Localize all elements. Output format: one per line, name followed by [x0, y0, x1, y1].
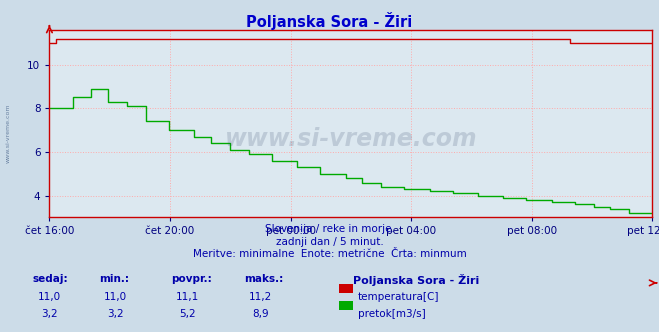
Text: 3,2: 3,2: [41, 309, 58, 319]
Text: 11,2: 11,2: [248, 292, 272, 302]
Text: 3,2: 3,2: [107, 309, 124, 319]
Text: 5,2: 5,2: [179, 309, 196, 319]
Text: zadnji dan / 5 minut.: zadnji dan / 5 minut.: [275, 237, 384, 247]
Text: 8,9: 8,9: [252, 309, 269, 319]
Text: Poljanska Sora - Žiri: Poljanska Sora - Žiri: [353, 274, 479, 286]
Text: maks.:: maks.:: [244, 274, 283, 284]
Text: Meritve: minimalne  Enote: metrične  Črta: minmum: Meritve: minimalne Enote: metrične Črta:…: [192, 249, 467, 259]
Text: pretok[m3/s]: pretok[m3/s]: [358, 309, 426, 319]
Text: Poljanska Sora - Žiri: Poljanska Sora - Žiri: [246, 12, 413, 30]
Text: 11,0: 11,0: [38, 292, 61, 302]
Text: temperatura[C]: temperatura[C]: [358, 292, 440, 302]
Text: 11,1: 11,1: [176, 292, 200, 302]
Text: sedaj:: sedaj:: [33, 274, 69, 284]
Text: www.si-vreme.com: www.si-vreme.com: [225, 127, 477, 151]
Text: www.si-vreme.com: www.si-vreme.com: [5, 103, 11, 163]
Text: min.:: min.:: [99, 274, 129, 284]
Text: Slovenija / reke in morje.: Slovenija / reke in morje.: [264, 224, 395, 234]
Text: 11,0: 11,0: [103, 292, 127, 302]
Text: povpr.:: povpr.:: [171, 274, 212, 284]
